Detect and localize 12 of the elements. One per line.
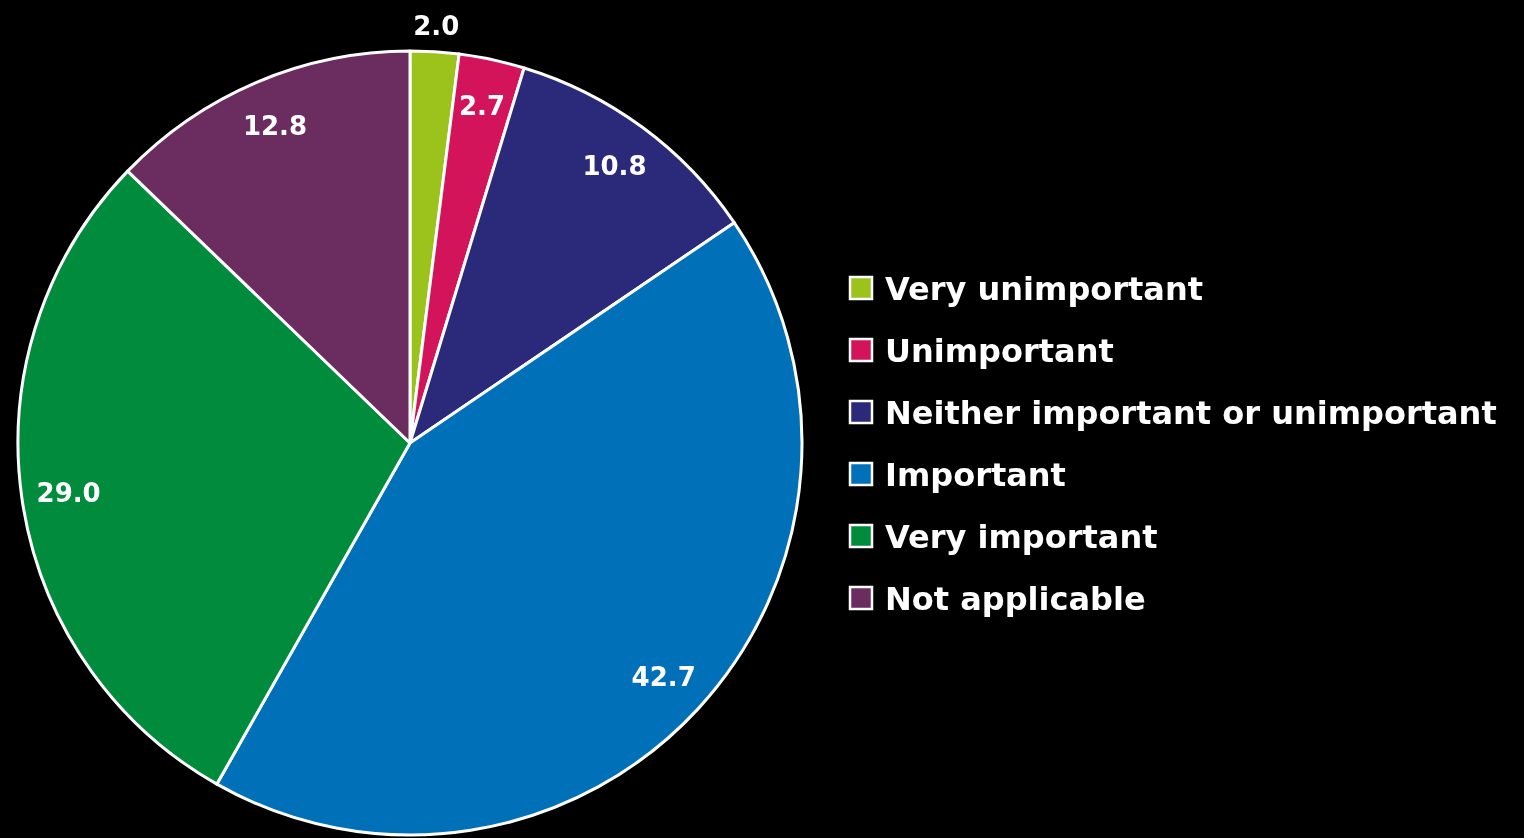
legend-label: Very important xyxy=(885,517,1158,556)
legend-label: Not applicable xyxy=(885,579,1146,618)
legend-label: Important xyxy=(885,455,1066,494)
data-label: 42.7 xyxy=(631,662,696,693)
legend-label: Very unimportant xyxy=(885,269,1204,308)
legend-label: Neither important or unimportant xyxy=(885,393,1497,432)
data-label: 12.8 xyxy=(242,110,308,141)
data-label: 10.8 xyxy=(582,150,647,181)
legend-label: Unimportant xyxy=(885,331,1114,370)
data-label: 29.0 xyxy=(36,478,101,509)
data-label: 2.0 xyxy=(413,11,460,42)
data-label: 2.7 xyxy=(459,91,506,122)
